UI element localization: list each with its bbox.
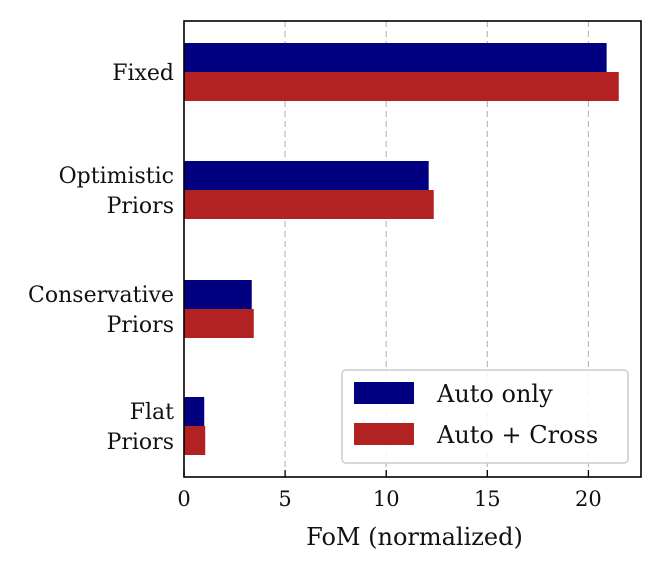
category-label-fixed: Fixed (112, 61, 174, 86)
x-tick-label-5: 5 (278, 487, 291, 511)
x-tick-label-10: 10 (373, 487, 400, 511)
x-ticks: 0 5 10 15 20 (177, 470, 602, 511)
category-label-optimistic-priors-line-1: Optimistic (59, 164, 174, 189)
bar-auto-cross-flat-priors (184, 426, 206, 455)
category-label-optimistic-priors-line-2: Priors (107, 194, 174, 219)
legend-label-auto-only: Auto only (436, 380, 553, 408)
bar-auto-cross-fixed (184, 72, 619, 101)
plot-frame (183, 20, 642, 478)
legend-label-auto-cross: Auto + Cross (436, 421, 598, 449)
bars (184, 43, 619, 455)
bar-auto-cross-conservative-priors (184, 309, 254, 338)
category-label-conservative-priors-line-2: Priors (107, 313, 174, 338)
x-tick-label-20: 20 (575, 487, 602, 511)
category-label-flat-priors-line-2: Priors (107, 430, 174, 455)
legend-swatch-auto-cross (354, 423, 414, 445)
y-category-labels: Fixed Optimistic Priors Conservative Priors F… (28, 61, 174, 455)
bar-auto-only-conservative-priors (184, 280, 252, 309)
bar-auto-only-flat-priors (184, 397, 205, 426)
bar-auto-only-optimistic-priors (184, 161, 429, 190)
category-label-flat-priors-line-1: Flat (130, 400, 174, 425)
x-tick-label-0: 0 (177, 487, 190, 511)
x-axis-label: FoM (normalized) (306, 523, 523, 551)
category-label-conservative-priors-line-1: Conservative (28, 283, 174, 308)
bar-auto-cross-optimistic-priors (184, 190, 434, 219)
bar-auto-only-fixed (184, 43, 607, 72)
legend-swatch-auto-only (354, 382, 414, 404)
x-tick-label-15: 15 (474, 487, 501, 511)
legend: Auto only Auto + Cross (341, 369, 629, 464)
